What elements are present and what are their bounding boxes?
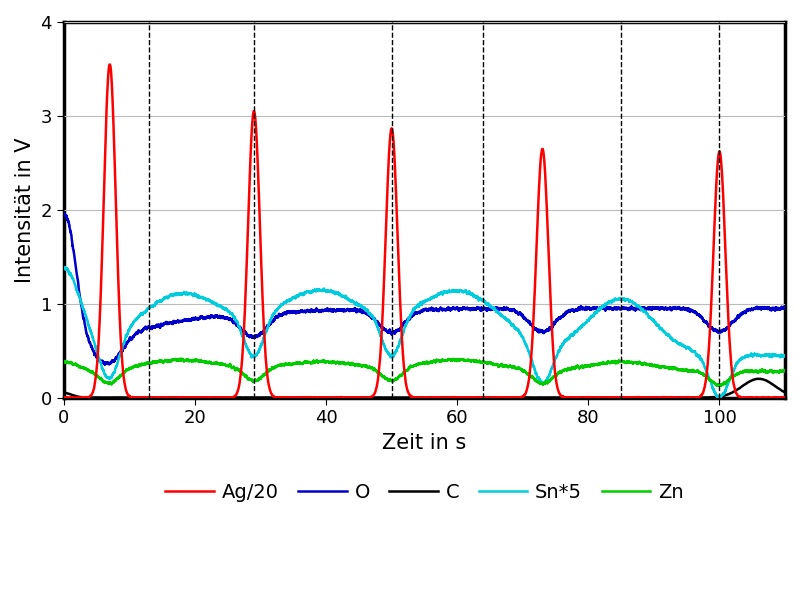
Sn*5 [59, 264, 69, 271]
Line: Ag/20: Ag/20 [64, 64, 785, 398]
Legend: Ag/20, O, C, Sn*5, Zn: Ag/20, O, C, Sn*5, Zn [158, 475, 691, 509]
C [753, 375, 762, 382]
O [638, 305, 648, 312]
C [474, 394, 483, 401]
Line: Sn*5: Sn*5 [64, 267, 785, 398]
Line: C: C [64, 379, 785, 398]
Zn [175, 355, 185, 362]
Sn*5 [714, 394, 724, 401]
X-axis label: Zeit in s: Zeit in s [382, 433, 466, 453]
Ag/20 [474, 394, 483, 401]
Sn*5 [645, 314, 654, 322]
Sn*5 [59, 263, 69, 271]
Line: Zn: Zn [64, 359, 785, 386]
Ag/20 [645, 394, 654, 401]
O [378, 325, 387, 332]
O [100, 361, 110, 368]
Zn [780, 367, 790, 374]
C [99, 394, 109, 401]
C [82, 394, 92, 401]
Sn*5 [378, 337, 387, 344]
Zn [638, 361, 648, 368]
O [646, 305, 655, 312]
Sn*5 [780, 352, 790, 359]
Line: O: O [64, 214, 785, 365]
O [99, 360, 109, 367]
Zn [610, 359, 620, 367]
C [638, 394, 648, 401]
C [378, 394, 387, 401]
Sn*5 [99, 370, 109, 377]
Zn [474, 358, 483, 365]
O [610, 305, 620, 313]
Zn [716, 382, 726, 389]
Ag/20 [638, 394, 648, 401]
Ag/20 [780, 394, 790, 401]
C [59, 389, 69, 397]
C [645, 394, 654, 401]
Sn*5 [474, 296, 483, 303]
O [59, 211, 69, 218]
O [780, 305, 790, 312]
Y-axis label: Intensität in V: Intensität in V [15, 137, 35, 283]
Zn [378, 372, 387, 379]
Ag/20 [378, 317, 387, 324]
Ag/20 [105, 61, 114, 68]
O [60, 210, 70, 217]
Sn*5 [638, 306, 648, 313]
Zn [59, 359, 69, 366]
Sn*5 [610, 295, 620, 302]
O [474, 305, 483, 312]
C [780, 389, 790, 396]
Zn [645, 362, 654, 369]
Ag/20 [610, 394, 620, 401]
Zn [99, 379, 109, 386]
Ag/20 [59, 394, 69, 401]
C [610, 394, 620, 401]
Ag/20 [99, 183, 109, 190]
